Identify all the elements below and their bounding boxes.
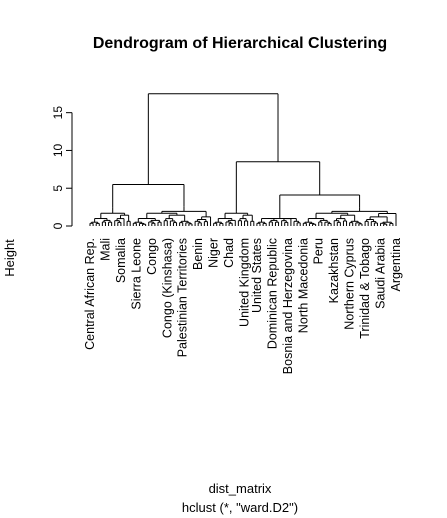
leaf-label: Argentina [389, 238, 403, 292]
leaf-label: Trinidad & Tobago [358, 238, 372, 339]
y-tick-label: 0 [51, 222, 65, 229]
leaf-label: Sierra Leone [129, 238, 143, 310]
y-axis-label: Height [2, 239, 17, 277]
y-tick-label: 10 [51, 143, 65, 157]
leaf-label: Northern Cyprus [343, 238, 357, 330]
dendrogram-tree [89, 93, 397, 226]
leaf-label: Somalia [114, 238, 128, 283]
y-tick-label: 15 [51, 106, 65, 120]
leaf-label: Central African Rep. [83, 238, 97, 350]
leaf-label: Kazakhstan [327, 238, 341, 303]
leaf-label: Dominican Republic [265, 238, 279, 349]
leaf-label: Chad [222, 238, 236, 268]
leaf-label: Mali [98, 238, 112, 261]
leaf-label: Bosnia and Herzegovina [281, 238, 295, 374]
leaf-label: Saudi Arabia [374, 238, 388, 309]
leaf-label: Congo (Kinshasa) [160, 238, 174, 338]
leaf-label: Peru [312, 238, 326, 264]
chart-subtitle: hclust (*, "ward.D2") [182, 500, 298, 515]
x-axis-label: dist_matrix [209, 481, 272, 496]
leaf-label: United States [250, 238, 264, 313]
leaf-label: Niger [207, 238, 221, 268]
y-tick-label: 5 [51, 185, 65, 192]
leaf-label: Benin [191, 238, 205, 270]
leaf-label: North Macedonia [296, 238, 310, 333]
leaf-label: Congo [145, 238, 159, 275]
chart-title: Dendrogram of Hierarchical Clustering [93, 35, 387, 52]
leaf-label-group: Central African Rep. Mali Somalia Sierra Le… [83, 238, 403, 374]
y-axis: 0 5 10 15 [51, 106, 73, 229]
leaf-label: United Kingdom [238, 238, 252, 327]
leaf-label: Palestinian Territories [176, 238, 190, 357]
